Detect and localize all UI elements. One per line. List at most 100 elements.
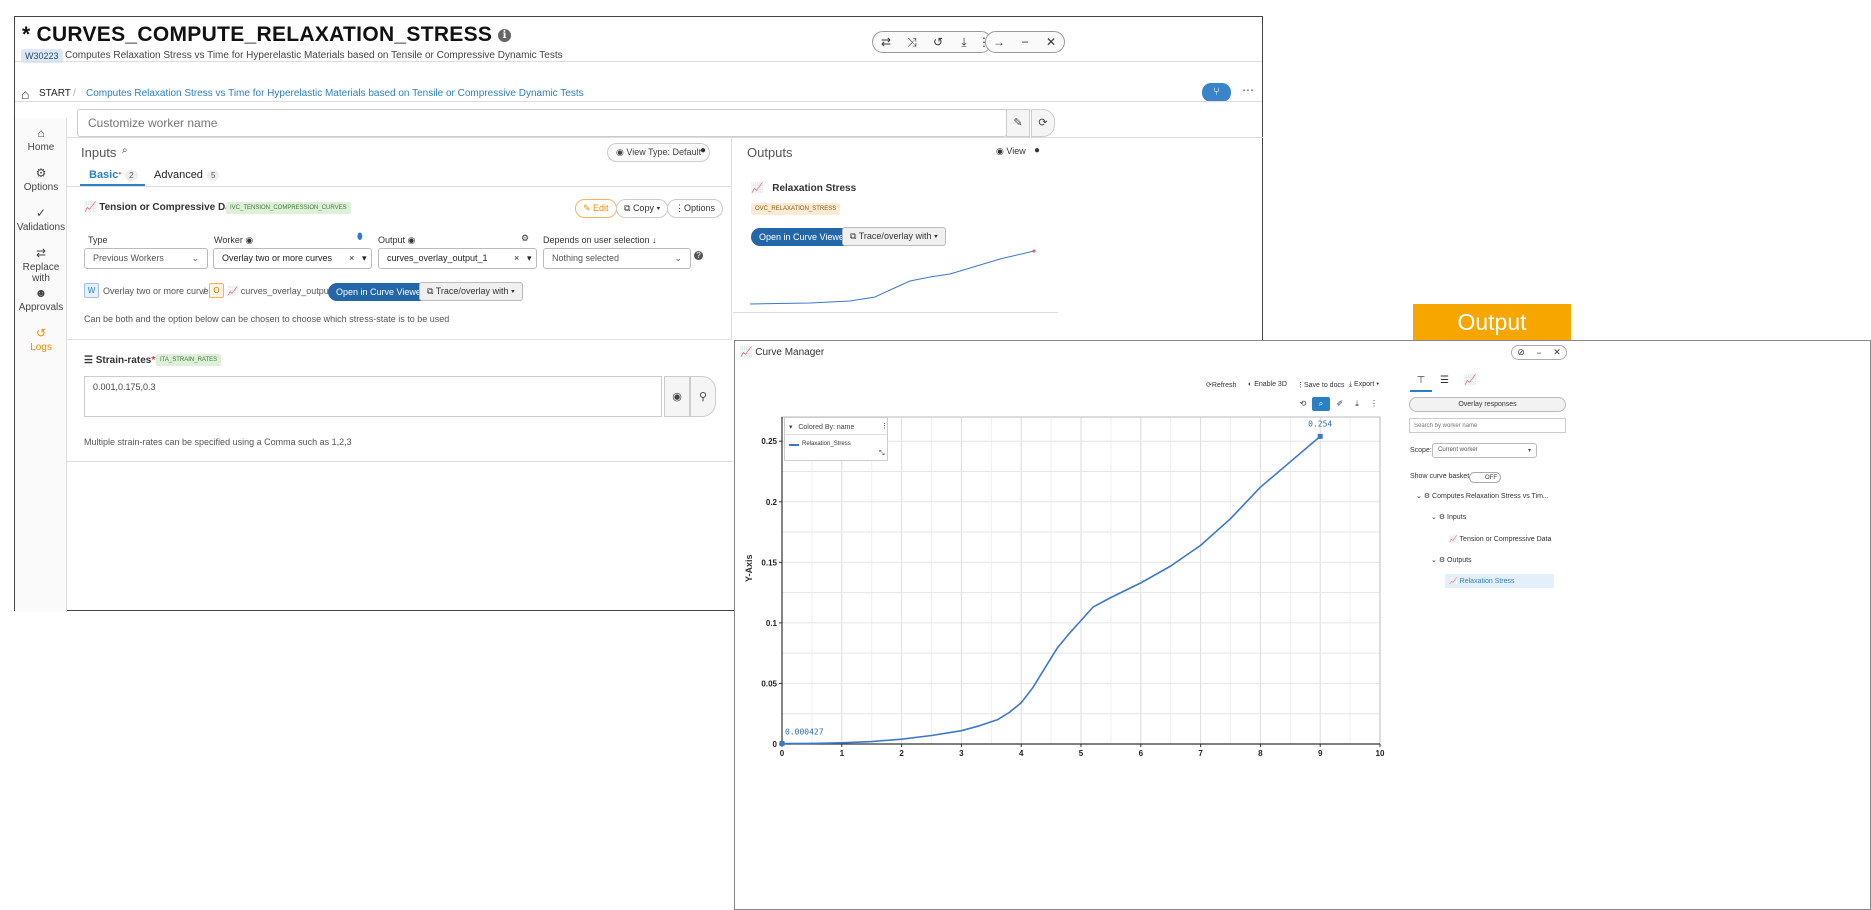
tree-root[interactable]: ⌄ ⚙ Computes Relaxation Stress vs Tim... <box>1416 492 1549 500</box>
sidebar-item-home[interactable]: ⌂ Home <box>15 126 67 153</box>
chart-icon: 📈 <box>227 286 241 296</box>
zoom-icon[interactable]: ⌕ <box>1312 397 1330 411</box>
refresh-button[interactable]: ⟳Refresh <box>1206 381 1236 389</box>
chevron-down-icon: ⌄ <box>1431 514 1439 521</box>
swap-icon: ⇄ <box>35 246 47 260</box>
sidebar-item-approvals[interactable]: ☻ Approvals <box>15 286 67 313</box>
curve-basket-toggle[interactable]: OFF <box>1469 472 1501 483</box>
download-icon[interactable]: ⤓ <box>1355 399 1359 408</box>
chevron-down-icon: ⌄ <box>191 253 199 263</box>
pin-icon[interactable]: ✐ <box>1336 399 1344 408</box>
worker-name-input[interactable] <box>77 109 1007 137</box>
worker-chip: W <box>84 283 99 298</box>
close-icon[interactable]: ✕ <box>1553 347 1561 357</box>
window-button-group: → − ✕ <box>985 31 1065 53</box>
view-button[interactable]: ◉ <box>664 376 690 417</box>
reset-icon[interactable]: ⟲ <box>1299 399 1307 408</box>
breadcrumb-start[interactable]: START <box>39 88 71 99</box>
output-banner: Output <box>1413 304 1571 341</box>
sidebar-item-validations[interactable]: ✓ Validations <box>15 206 67 233</box>
download-icon[interactable]: ⤓ <box>961 34 967 49</box>
chart-icon: 📈 <box>84 202 100 213</box>
unlink-icon[interactable]: ⊘ <box>1517 347 1525 357</box>
close-icon[interactable]: ✕ <box>1045 35 1057 49</box>
attach-button[interactable]: ⚲ <box>690 376 716 417</box>
sidebar-item-label: Logs <box>30 342 52 353</box>
tab-basic[interactable]: Basic• 2 <box>89 169 138 181</box>
export-button[interactable]: ⤓ Export ▾ <box>1349 381 1380 388</box>
tab-advanced[interactable]: Advanced 5 <box>154 169 220 181</box>
edit-button[interactable]: ✎ Edit <box>575 199 617 218</box>
caret-icon: ▾ <box>362 253 367 263</box>
sidebar-item-logs[interactable]: ↺ Logs <box>15 326 67 353</box>
record-icon[interactable]: ● <box>700 145 707 156</box>
undo-icon[interactable]: ↺ <box>932 35 944 49</box>
linked-worker[interactable]: Overlay two or more curves <box>103 286 214 296</box>
gear-icon[interactable]: ⚙ <box>521 233 530 243</box>
legend-series-label[interactable]: Relaxation_Stress <box>802 441 851 447</box>
arrow-right-icon[interactable]: → <box>993 35 1005 49</box>
export-label: Export <box>1354 381 1375 388</box>
breadcrumb-current[interactable]: Computes Relaxation Stress vs Time for H… <box>86 88 584 99</box>
open-curve-viewer-button[interactable]: Open in Curve Viewer <box>751 228 855 246</box>
caret-icon[interactable]: ▾ <box>789 424 795 431</box>
worker-search-input[interactable] <box>1409 418 1566 433</box>
tree-input-item[interactable]: 📈 Tension or Compressive Data <box>1449 535 1551 543</box>
overlay-responses-button[interactable]: Overlay responses <box>1409 397 1566 412</box>
scope-select[interactable]: Current worker ▾ <box>1432 443 1537 458</box>
chart-icon: 📈 <box>1449 536 1460 543</box>
edit-name-button[interactable]: ✎ <box>1006 109 1030 137</box>
sidebar-item-options[interactable]: ⚙ Options <box>15 166 67 193</box>
more-icon[interactable]: ⋯ <box>1242 83 1254 97</box>
open-curve-viewer-button[interactable]: Open in Curve Viewer <box>328 283 432 301</box>
options-button[interactable]: ⋮Options <box>667 199 724 218</box>
swap-icon[interactable]: ⇄ <box>880 35 892 49</box>
view-type-button[interactable]: ◉ View Type: Default <box>607 143 711 162</box>
shuffle-icon[interactable]: ⤨ <box>907 34 917 49</box>
sidebar-item-replace[interactable]: ⇄ Replace with <box>15 246 67 284</box>
linked-output[interactable]: 📈 curves_overlay_output_1 <box>227 286 341 297</box>
chart-icon: 📈 <box>1449 578 1460 585</box>
tab-saved[interactable]: 📈 <box>1464 375 1476 386</box>
save-to-docs-button[interactable]: ⋮Save to docs <box>1297 381 1344 389</box>
type-select[interactable]: Previous Workers ⌄ <box>84 248 208 269</box>
copy-button[interactable]: ⧉ Copy ▾ <box>616 199 669 218</box>
record-icon[interactable]: ● <box>1034 145 1041 156</box>
help-icon[interactable]: ? <box>694 251 703 260</box>
refresh-icon: ⟳ <box>1206 382 1212 389</box>
paperclip-icon: ⚲ <box>698 391 708 403</box>
more-vertical-icon[interactable]: ⋮ <box>881 423 888 430</box>
worker-select[interactable]: Overlay two or more curves × ▾ <box>213 248 372 269</box>
edit-icon: ✎ <box>583 203 594 213</box>
clear-icon[interactable]: × <box>514 253 520 263</box>
refresh-name-button[interactable]: ⟳ <box>1031 109 1055 137</box>
pin-icon[interactable]: ⬮ <box>357 231 363 241</box>
info-icon[interactable]: i <box>498 28 512 42</box>
more-vertical-icon[interactable]: ⋮ <box>1370 399 1378 408</box>
curve-manager-title: 📈 Curve Manager <box>740 347 824 358</box>
output-chip: O <box>209 283 224 298</box>
eye-icon[interactable]: ◉ <box>245 235 254 245</box>
depends-select[interactable]: Nothing selected ⌄ <box>543 248 691 269</box>
tree-inputs[interactable]: ⌄ ⚙ Inputs <box>1431 513 1466 521</box>
minimize-icon[interactable]: − <box>1021 35 1029 49</box>
resize-icon[interactable]: ⤡ <box>879 450 885 457</box>
share-button[interactable]: ⑂ <box>1202 83 1231 102</box>
output-select[interactable]: curves_overlay_output_1 × ▾ <box>378 248 537 269</box>
legend-header: ▾ Colored By: name <box>789 423 854 431</box>
trace-overlay-button[interactable]: ⧉ Trace/overlay with ▾ <box>419 282 523 301</box>
search-icon[interactable]: ⌕ <box>122 145 128 156</box>
view-button[interactable]: ◉ View <box>996 146 1026 157</box>
tab-tree[interactable]: ⊤ <box>1410 370 1432 392</box>
clear-icon[interactable]: × <box>349 253 355 263</box>
home-icon[interactable]: ⌂ <box>21 86 30 102</box>
tree-outputs[interactable]: ⌄ ⚙ Outputs <box>1431 556 1472 564</box>
chart-save-icon: 📈 <box>1464 375 1477 386</box>
trace-overlay-button[interactable]: ⧉ Trace/overlay with ▾ <box>842 227 946 246</box>
enable-3d-button[interactable]: ◐ Enable 3D <box>1248 381 1287 388</box>
strain-rates-textarea[interactable]: 0.001,0.175,0.3 <box>84 376 662 417</box>
tab-settings[interactable]: ☰ <box>1440 375 1449 386</box>
tree-output-item[interactable]: 📈 Relaxation Stress <box>1445 574 1554 588</box>
minimize-icon[interactable]: − <box>1536 347 1542 358</box>
eye-icon[interactable]: ◉ <box>407 235 416 245</box>
